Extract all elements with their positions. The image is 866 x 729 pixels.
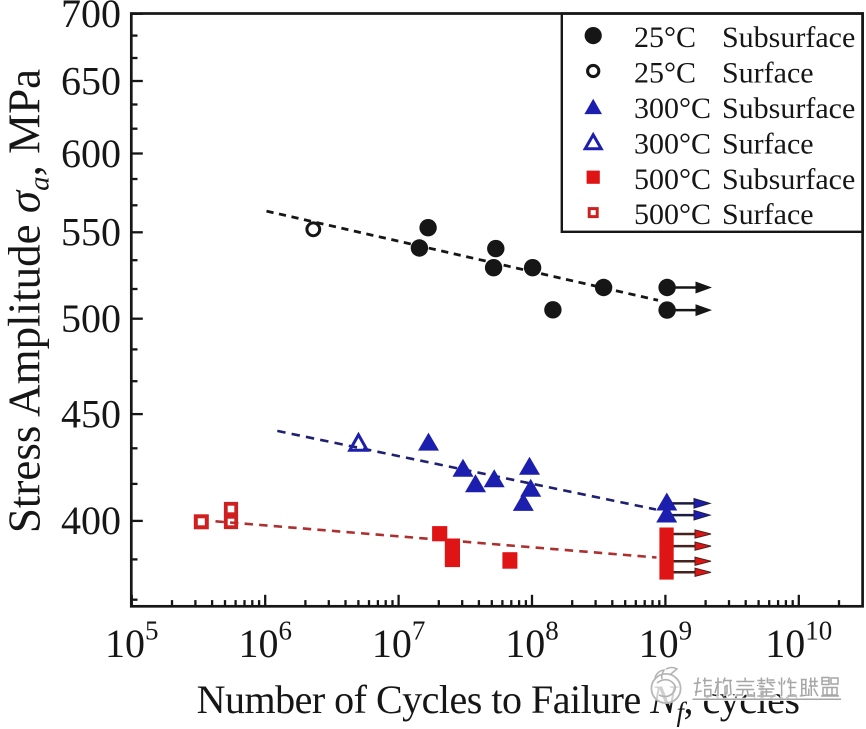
svg-text:500°C: 500°C xyxy=(634,198,711,231)
svg-text:600: 600 xyxy=(61,131,121,176)
svg-text:Subsurface: Subsurface xyxy=(722,21,855,54)
svg-text:700: 700 xyxy=(61,0,121,36)
svg-text:Stress Amplitude σa, MPa: Stress Amplitude σa, MPa xyxy=(0,69,56,533)
svg-text:300°C: 300°C xyxy=(634,127,711,160)
svg-text:Surface: Surface xyxy=(722,127,814,160)
svg-text:650: 650 xyxy=(61,58,121,103)
svg-text:Subsurface: Subsurface xyxy=(722,92,855,125)
svg-text:Surface: Surface xyxy=(722,57,814,90)
svg-text:400: 400 xyxy=(61,498,121,543)
svg-text:550: 550 xyxy=(61,210,121,255)
svg-text:25°C: 25°C xyxy=(634,21,696,54)
svg-text:Surface: Surface xyxy=(722,198,814,231)
svg-text:500: 500 xyxy=(61,296,121,341)
svg-text:25°C: 25°C xyxy=(634,57,696,90)
svg-text:500°C: 500°C xyxy=(634,163,711,196)
svg-text:300°C: 300°C xyxy=(634,92,711,125)
svg-text:450: 450 xyxy=(61,391,121,436)
svg-text:Subsurface: Subsurface xyxy=(722,163,855,196)
svg-text:109: 109 xyxy=(639,616,693,667)
